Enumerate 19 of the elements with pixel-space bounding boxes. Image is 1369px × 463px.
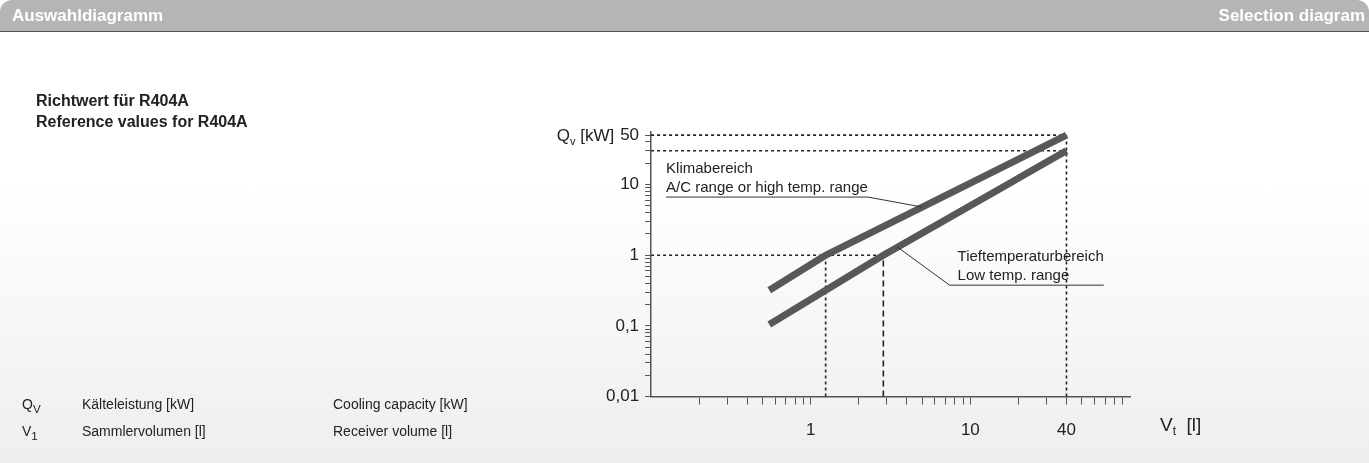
x-tick-label: 10: [960, 420, 980, 440]
y-tick-label: 10: [620, 174, 640, 194]
text: V$_{1}$: [22, 422, 39, 442]
text: Selection diagram: [1218, 6, 1365, 26]
annotation: Klimabereich A/C range or high temp. range: [666, 159, 868, 196]
x-tick-label: 1: [805, 420, 816, 440]
y-tick-label: 1: [629, 244, 640, 264]
text: Kälteleistung [kW]: [82, 396, 196, 414]
text: Cooling capacity [kW]: [333, 396, 469, 414]
y-tick-label: 0,01: [605, 386, 640, 406]
text: Sammlervolumen [l]: [82, 422, 207, 441]
text: Richtwert für R404A Reference values for R404A: [36, 91, 248, 132]
text: Receiver volume [l]: [333, 422, 454, 441]
text: Auswahldiagramm: [12, 6, 164, 26]
y-tick-label: 0,1: [615, 315, 640, 335]
x-tick-label: 40: [1057, 420, 1076, 440]
text: Q$_{V}$: [22, 396, 42, 415]
annotation: Tieftemperaturbereich Low temp. range: [957, 247, 1104, 284]
y-tick-label: 50: [620, 124, 640, 144]
